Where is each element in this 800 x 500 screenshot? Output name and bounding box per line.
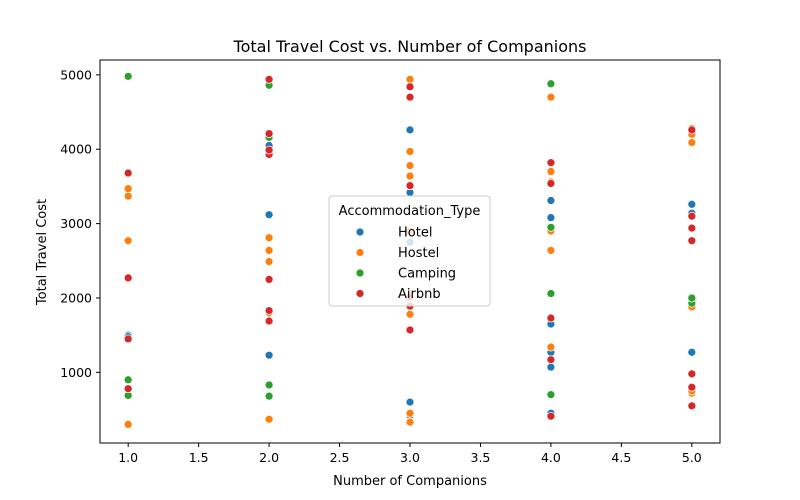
data-point-hostel bbox=[264, 246, 274, 255]
legend-marker-airbnb bbox=[355, 289, 365, 298]
data-point-airbnb bbox=[405, 92, 415, 102]
x-ticks: 1.0 1.5 2.0 2.5 3.0 3.5 4.0 4.5 5.0 bbox=[118, 443, 702, 465]
data-point-hostel bbox=[123, 236, 133, 246]
data-point-camping bbox=[546, 222, 556, 232]
legend-label-camping: Camping bbox=[398, 267, 456, 282]
data-point-airbnb bbox=[123, 168, 133, 178]
data-point-airbnb bbox=[264, 316, 274, 326]
legend-marker-hotel bbox=[355, 227, 365, 237]
data-point-hostel bbox=[405, 417, 415, 427]
data-point-airbnb bbox=[687, 236, 697, 246]
data-point-airbnb bbox=[687, 401, 697, 411]
data-point-hotel bbox=[546, 213, 556, 223]
data-point-camping bbox=[123, 375, 133, 385]
data-point-hostel bbox=[546, 167, 556, 176]
data-point-airbnb bbox=[123, 384, 133, 394]
data-point-hostel bbox=[264, 414, 274, 424]
data-point-hostel bbox=[405, 74, 415, 84]
data-point-airbnb bbox=[687, 382, 697, 392]
legend: Accommodation_Type Hotel Hostel Camping Air… bbox=[328, 195, 491, 307]
data-point-camping bbox=[546, 79, 556, 89]
legend-marker-hostel bbox=[355, 248, 365, 257]
data-point-hostel bbox=[546, 246, 556, 255]
data-point-hostel bbox=[123, 191, 133, 201]
data-point-hostel bbox=[687, 138, 697, 147]
y-tick-label: 2000 bbox=[60, 290, 92, 305]
y-axis-label: Total Travel Cost bbox=[35, 199, 50, 306]
data-point-hotel bbox=[546, 196, 556, 205]
data-point-airbnb bbox=[405, 82, 415, 92]
data-point-airbnb bbox=[546, 158, 556, 168]
data-point-hotel bbox=[405, 397, 415, 407]
data-point-camping bbox=[264, 380, 274, 390]
x-tick-label: 3.5 bbox=[471, 450, 491, 465]
data-point-hotel bbox=[687, 347, 697, 357]
data-point-airbnb bbox=[405, 181, 415, 191]
y-tick-label: 1000 bbox=[60, 365, 92, 380]
data-point-camping bbox=[546, 289, 556, 298]
legend-marker-camping bbox=[355, 268, 365, 278]
data-point-camping bbox=[687, 293, 697, 303]
data-point-airbnb bbox=[264, 129, 274, 139]
x-axis-label: Number of Companions bbox=[333, 474, 487, 489]
y-tick-label: 3000 bbox=[60, 216, 92, 231]
x-tick-label: 2.0 bbox=[259, 450, 279, 465]
data-point-hostel bbox=[546, 92, 556, 102]
data-point-hotel bbox=[264, 210, 274, 220]
y-tick-label: 4000 bbox=[60, 142, 92, 157]
legend-title: Accommodation_Type bbox=[339, 204, 481, 219]
data-point-airbnb bbox=[123, 273, 133, 283]
x-tick-label: 1.5 bbox=[189, 450, 209, 465]
data-point-camping bbox=[123, 71, 133, 81]
x-tick-label: 5.0 bbox=[682, 450, 702, 465]
data-point-airbnb bbox=[264, 145, 274, 155]
data-point-hotel bbox=[546, 362, 556, 372]
x-tick-label: 4.0 bbox=[541, 450, 561, 465]
data-point-airbnb bbox=[405, 325, 415, 335]
data-point-airbnb bbox=[546, 313, 556, 323]
data-point-hostel bbox=[405, 408, 415, 418]
data-point-airbnb bbox=[546, 179, 556, 188]
data-point-airbnb bbox=[123, 334, 133, 344]
data-point-airbnb bbox=[687, 223, 697, 233]
data-point-camping bbox=[264, 391, 274, 401]
data-point-hotel bbox=[264, 350, 274, 360]
data-point-airbnb bbox=[264, 74, 274, 84]
data-point-hostel bbox=[123, 420, 133, 429]
x-tick-label: 1.0 bbox=[118, 450, 138, 465]
data-point-hostel bbox=[264, 257, 274, 266]
data-point-hostel bbox=[123, 184, 133, 194]
data-point-hostel bbox=[405, 147, 415, 156]
x-tick-label: 3.0 bbox=[400, 450, 420, 465]
data-point-hotel bbox=[405, 125, 415, 135]
legend-label-airbnb: Airbnb bbox=[398, 287, 441, 302]
data-point-hostel bbox=[546, 342, 556, 352]
chart-title: Total Travel Cost vs. Number of Companio… bbox=[233, 37, 587, 56]
data-point-airbnb bbox=[546, 411, 556, 421]
data-point-hotel bbox=[687, 199, 697, 209]
points-layer bbox=[123, 71, 697, 429]
data-point-airbnb bbox=[264, 275, 274, 284]
data-point-airbnb bbox=[687, 125, 697, 135]
legend-label-hotel: Hotel bbox=[398, 226, 432, 241]
data-point-airbnb bbox=[687, 369, 697, 379]
data-point-hostel bbox=[405, 309, 415, 319]
data-point-airbnb bbox=[687, 211, 697, 221]
data-point-airbnb bbox=[546, 355, 556, 365]
x-tick-label: 4.5 bbox=[611, 450, 631, 465]
y-tick-label: 5000 bbox=[60, 67, 92, 82]
data-point-camping bbox=[546, 390, 556, 400]
y-ticks: 1000 2000 3000 4000 5000 bbox=[60, 67, 100, 380]
data-point-airbnb bbox=[264, 306, 274, 315]
data-point-hostel bbox=[405, 171, 415, 181]
x-tick-label: 2.5 bbox=[330, 450, 350, 465]
legend-label-hostel: Hostel bbox=[398, 246, 439, 261]
legend-frame bbox=[328, 195, 491, 307]
data-point-hostel bbox=[264, 233, 274, 243]
data-point-hostel bbox=[405, 161, 415, 170]
